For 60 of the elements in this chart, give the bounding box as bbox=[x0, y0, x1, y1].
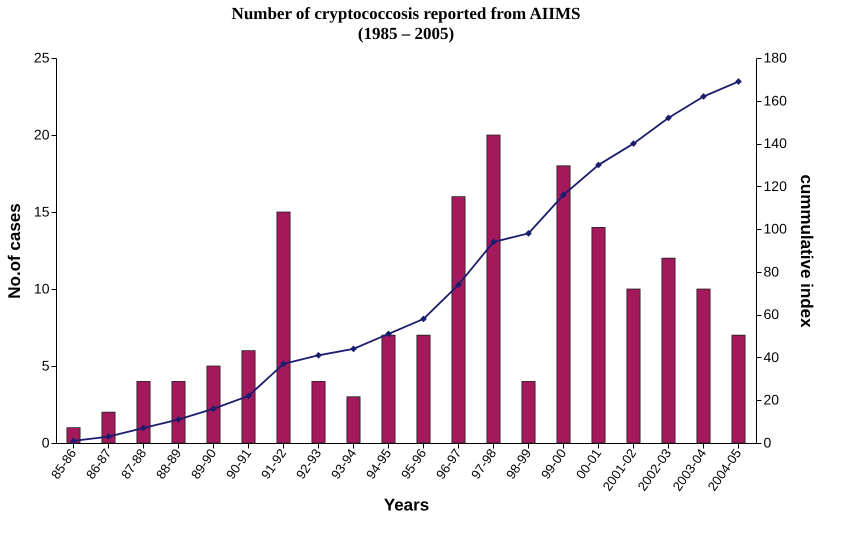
point bbox=[525, 230, 532, 237]
point bbox=[105, 433, 112, 440]
y-tick-label: 0 bbox=[42, 434, 50, 450]
point bbox=[385, 330, 392, 338]
y2-tick-label: 100 bbox=[764, 220, 788, 237]
point bbox=[175, 416, 182, 423]
y2-tick-label: 140 bbox=[764, 135, 788, 152]
point bbox=[490, 238, 497, 246]
bar bbox=[276, 212, 291, 444]
bar bbox=[241, 350, 256, 444]
y-tick-label: 10 bbox=[34, 280, 50, 296]
y2-tick-label: 120 bbox=[764, 178, 788, 194]
y-tick-label: 25 bbox=[34, 50, 50, 66]
y2-tick-label: 80 bbox=[764, 263, 780, 280]
point bbox=[315, 352, 322, 359]
point bbox=[420, 316, 427, 322]
point bbox=[140, 424, 147, 432]
y-axis-title: No.of cases bbox=[4, 203, 24, 299]
bar bbox=[591, 227, 606, 444]
point bbox=[210, 405, 217, 412]
bar bbox=[416, 334, 431, 444]
point bbox=[280, 360, 287, 368]
bar bbox=[171, 381, 186, 444]
x-axis-title: Years bbox=[384, 496, 430, 515]
bar bbox=[206, 366, 221, 444]
bar bbox=[346, 396, 361, 444]
point bbox=[245, 392, 252, 400]
bar bbox=[556, 165, 571, 444]
bar bbox=[661, 258, 676, 444]
bar bbox=[626, 288, 641, 444]
y2-tick-label: 180 bbox=[764, 50, 788, 66]
y-tick-label: 20 bbox=[34, 126, 50, 142]
point bbox=[665, 114, 672, 122]
y-tick-label: 15 bbox=[34, 204, 50, 220]
point bbox=[595, 162, 602, 168]
y2-tick-label: 20 bbox=[764, 392, 780, 408]
point bbox=[350, 346, 357, 352]
bar bbox=[731, 334, 746, 444]
chart-subtitle: (1985 – 2005) bbox=[358, 24, 454, 43]
bar bbox=[696, 288, 711, 444]
point bbox=[560, 192, 567, 198]
y2-tick-label: 60 bbox=[764, 306, 780, 322]
point bbox=[70, 438, 77, 444]
bar bbox=[521, 381, 536, 444]
bar bbox=[486, 134, 501, 444]
y-tick-label: 5 bbox=[42, 358, 50, 374]
point bbox=[630, 140, 637, 147]
bar bbox=[136, 381, 151, 444]
bar bbox=[311, 381, 326, 444]
bar bbox=[451, 196, 466, 444]
y2-tick-label: 0 bbox=[764, 434, 772, 450]
point bbox=[735, 78, 742, 85]
chart-title: Number of cryptococcosis reported from AIIMS bbox=[232, 4, 580, 23]
y2-tick-label: 40 bbox=[764, 348, 780, 365]
y2-axis-title: cummulative index bbox=[796, 174, 816, 328]
y2-tick-label: 160 bbox=[764, 92, 788, 108]
bar bbox=[381, 334, 396, 444]
point bbox=[700, 93, 707, 100]
point bbox=[455, 281, 462, 288]
bar bbox=[101, 412, 116, 444]
